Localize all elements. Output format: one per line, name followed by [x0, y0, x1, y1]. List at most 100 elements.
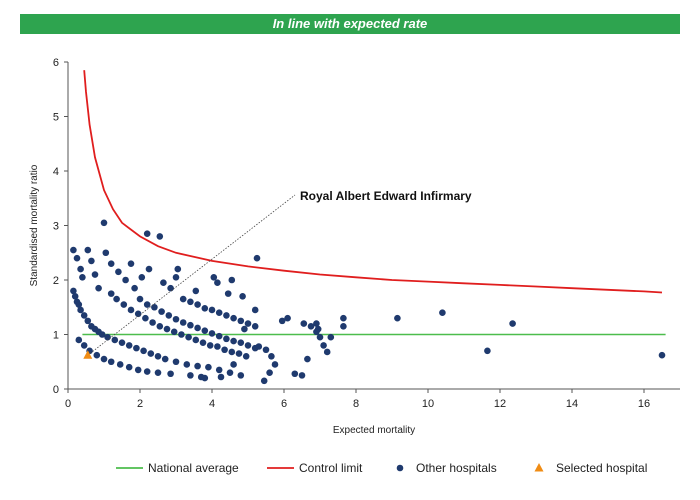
hospital-point [133, 344, 140, 352]
hospital-point [439, 309, 446, 317]
hospital-point [262, 346, 270, 354]
hospital-point [75, 301, 83, 308]
hospital-point [291, 370, 299, 378]
hospital-point [158, 308, 165, 315]
hospital-point [217, 373, 225, 381]
hospital-point [151, 303, 158, 311]
hospital-point [242, 353, 250, 360]
hospital-point [253, 254, 261, 262]
hospital-point [145, 265, 153, 273]
hospital-point [174, 265, 182, 273]
hospital-point [221, 346, 228, 354]
hospital-point [178, 331, 185, 338]
hospital-point [215, 309, 223, 317]
hospital-point [73, 254, 81, 262]
hospital-point [125, 342, 133, 349]
hospital-point [237, 317, 245, 325]
x-tick-label: 6 [281, 398, 287, 410]
hospital-point [187, 372, 194, 379]
hospital-point [136, 295, 144, 303]
hospital-point [226, 369, 234, 376]
hospital-point [304, 355, 311, 363]
hospital-point [316, 333, 324, 341]
control-limit-curve [83, 70, 663, 294]
hospital-point [122, 276, 129, 284]
hospital-point [147, 350, 155, 357]
x-tick-label: 2 [137, 398, 143, 410]
y-tick-label: 2 [53, 275, 59, 287]
series-group [70, 70, 666, 385]
hospital-point [71, 293, 79, 300]
hospital-point [307, 323, 315, 330]
legend-selected-hospital-swatch [534, 463, 544, 472]
hospital-point [84, 317, 92, 325]
legend-other-hospitals-label: Other hospitals [416, 461, 497, 475]
legend-selected-hospital-label: Selected hospital [556, 461, 647, 475]
hospital-point [95, 284, 102, 292]
hospital-point [79, 273, 86, 281]
y-tick-label: 4 [53, 166, 59, 178]
x-tick-label: 10 [422, 398, 434, 410]
hospital-point [192, 336, 200, 344]
hospital-point [70, 246, 77, 254]
y-tick-label: 6 [53, 57, 59, 69]
hospital-point [199, 339, 207, 346]
hospital-point [230, 337, 237, 345]
y-axis-label: Standardised mortality ratio [29, 164, 40, 286]
hospital-point [201, 305, 209, 312]
hospital-point [183, 361, 191, 368]
hospital-point [251, 306, 259, 314]
hospital-point [161, 355, 169, 363]
hospital-point [268, 353, 275, 360]
hospital-point [142, 314, 149, 322]
hospital-point [224, 290, 232, 297]
x-tick-label: 4 [209, 398, 215, 410]
hospital-point [127, 306, 135, 314]
hospital-point [484, 347, 491, 355]
hospital-point [228, 348, 236, 356]
legend-control-limit-label: Control limit [299, 461, 363, 475]
x-axis-label: Expected mortality [333, 425, 415, 436]
hospital-point [125, 363, 133, 371]
hospital-point [172, 273, 180, 281]
hospital-point [138, 273, 146, 281]
hospital-point [170, 328, 178, 336]
selected-hospital-marker [83, 350, 93, 359]
hospital-point [120, 301, 128, 308]
hospital-point [118, 339, 126, 346]
hospital-point [179, 319, 187, 326]
annotation-group: Royal Albert Edward Infirmary [83, 189, 472, 359]
hospital-point [244, 342, 252, 349]
hospital-point [143, 301, 151, 308]
legend-other-hospitals-swatch [396, 464, 404, 472]
x-tick-label: 14 [566, 398, 578, 410]
hospital-point [107, 260, 115, 267]
hospital-point [187, 321, 194, 329]
hospital-point [102, 249, 110, 257]
hospital-point [111, 336, 119, 344]
hospital-point [179, 295, 187, 303]
hospital-point [77, 265, 84, 273]
hospital-point [241, 325, 248, 333]
hospital-point [163, 325, 171, 333]
hospital-point [100, 219, 108, 227]
hospital-point [327, 333, 335, 341]
hospital-point [223, 335, 230, 343]
hospital-point [208, 330, 216, 337]
hospital-point [300, 320, 308, 327]
hospital-point [658, 351, 666, 359]
hospital-point [104, 333, 111, 341]
hospital-point [239, 293, 246, 300]
hospital-point [140, 347, 147, 355]
y-tick-label: 5 [53, 112, 59, 124]
hospital-point [260, 377, 268, 385]
hospital-point [156, 233, 164, 240]
hospital-point [165, 312, 173, 319]
hospital-point [210, 273, 218, 281]
hospital-point [223, 312, 230, 319]
hospital-point [244, 320, 252, 327]
hospital-point [314, 325, 322, 333]
hospital-point [160, 279, 167, 287]
hospital-point [154, 369, 162, 376]
hospital-point [70, 287, 77, 295]
